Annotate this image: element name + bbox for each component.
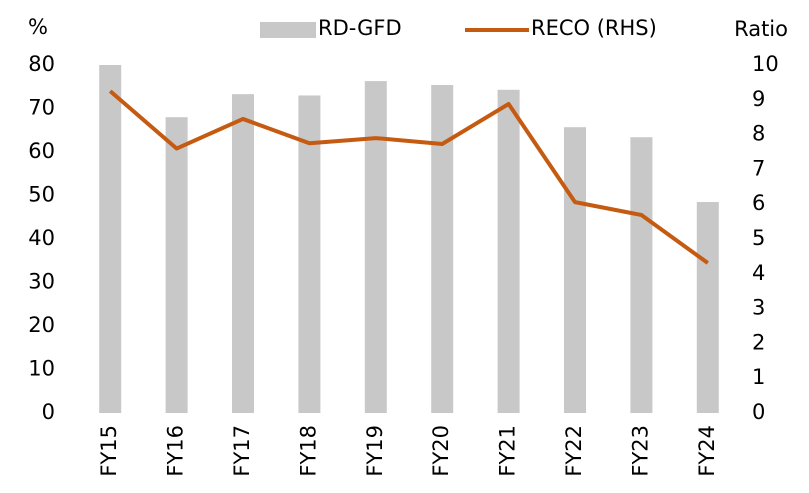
y-tick-label: 50 [28,183,55,207]
y-tick-label: 60 [28,139,55,163]
y-tick-label: 40 [28,226,55,250]
bar [364,81,387,413]
x-tick-label: FY24 [695,425,719,477]
x-tick-label: FY16 [164,425,188,477]
legend-label: RD-GFD [318,16,402,40]
x-tick-label: FY23 [628,425,652,477]
y-axis-label: % [28,15,48,39]
bar [497,89,520,414]
x-tick-label: FY20 [429,425,453,477]
y2-tick-label: 9 [752,87,765,111]
x-tick-label: FY17 [230,425,254,477]
y2-tick-label: 1 [752,365,765,389]
y2-axis-label: Ratio [734,17,788,41]
y-tick-label: 30 [28,270,55,294]
x-tick-label: FY18 [296,425,320,477]
y-tick-label: 80 [28,52,55,76]
y2-tick-label: 3 [752,296,765,320]
y-tick-label: 0 [42,400,55,424]
bar [431,85,454,413]
y2-tick-label: 7 [752,156,765,180]
bar [696,202,719,413]
y2-tick-label: 0 [752,400,765,424]
bar [232,94,254,414]
x-tick-label: FY21 [496,425,520,477]
legend-label: RECO (RHS) [531,16,657,40]
y2-tick-label: 8 [752,122,765,146]
y2-tick-label: 5 [752,226,765,250]
bar [99,65,122,413]
bar [298,95,321,413]
y2-tick-label: 10 [752,52,779,76]
x-tick-label: FY19 [363,425,387,477]
y2-tick-label: 6 [752,191,765,215]
x-tick-label: FY15 [97,425,121,477]
y-tick-label: 20 [28,313,55,337]
y-tick-label: 70 [28,96,55,120]
bar [165,117,188,413]
legend-swatch [260,22,316,38]
x-tick-label: FY22 [562,425,586,477]
bar [630,137,653,413]
line [108,89,709,265]
y2-tick-label: 4 [752,261,765,285]
y2-tick-label: 2 [752,330,765,354]
bar [564,127,586,413]
y-tick-label: 10 [28,357,55,381]
